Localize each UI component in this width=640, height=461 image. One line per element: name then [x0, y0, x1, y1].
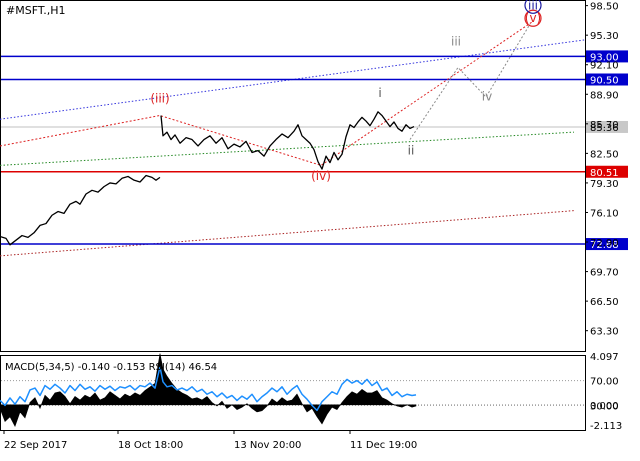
price-panel-frame	[0, 0, 586, 352]
green-channel-line	[0, 131, 575, 166]
wave-label-2: (v)	[525, 11, 541, 25]
level-tag-90-50	[586, 73, 628, 86]
y-tick-label-76-10: 76.10	[590, 208, 619, 219]
level-tag-80-51	[586, 165, 628, 178]
macd-histogram	[0, 353, 417, 428]
y-tick-label-98-50: 98.50	[590, 2, 619, 13]
indicator-right-label-3: 30.00	[590, 401, 619, 412]
level-label-72-68: 72.68	[590, 240, 619, 251]
level-label-80-51: 80.51	[590, 168, 619, 179]
indicator-right-label-2: 0.000	[590, 401, 619, 412]
price-segment-1	[0, 174, 161, 246]
wave-circle-3	[524, 0, 542, 14]
x-tick-label-118: 18 Oct 18:00	[118, 440, 183, 451]
indicator-right-label-4: -2.113	[590, 421, 622, 432]
y-tick-label-66-50: 66.50	[590, 297, 619, 308]
wave-label-3: iii	[528, 0, 538, 12]
darkred-channel-line	[0, 210, 575, 257]
y-tick-label-85-70: 85.70	[590, 120, 619, 131]
y-tick-label-82-50: 82.50	[590, 149, 619, 160]
rsi-line	[0, 366, 417, 412]
indicator-right-label-0: 4.097	[590, 352, 619, 363]
level-label-85-36: 85.36	[590, 123, 619, 134]
y-tick-label-72-90: 72.90	[590, 238, 619, 249]
symbol-label: #MSFT.,H1	[6, 4, 66, 17]
level-label-93-00: 93.00	[590, 52, 619, 63]
y-tick-label-92-10: 92.10	[590, 61, 619, 72]
level-tag-85-36	[586, 120, 628, 133]
wave-label-0: (iii)	[150, 92, 169, 106]
indicator-label: MACD(5,34,5) -0.140 -0.153 RSI(14) 46.54	[5, 362, 217, 373]
indicator-panel-frame	[0, 355, 586, 431]
wave-label-1: (iv)	[311, 169, 331, 183]
x-tick-label-234: 13 Nov 20:00	[234, 440, 301, 451]
wave-label-5: ii	[408, 143, 415, 157]
y-tick-label-63-30: 63.30	[590, 327, 619, 338]
wave-projection-path	[409, 23, 531, 140]
wave-label-4: i	[378, 86, 381, 100]
wave-label-7: iv	[482, 90, 492, 104]
wave-label-6: iii	[451, 34, 461, 48]
y-tick-label-79-30: 79.30	[590, 179, 619, 190]
wave-circle-2	[524, 9, 542, 27]
price-segment-2	[160, 111, 415, 170]
y-tick-label-69-70: 69.70	[590, 268, 619, 279]
wave-red-path	[0, 20, 534, 166]
x-tick-label-4: 22 Sep 2017	[4, 440, 67, 451]
indicator-right-label-1: 70.00	[590, 377, 619, 388]
level-tag-93-00	[586, 50, 628, 63]
y-tick-label-95-30: 95.30	[590, 31, 619, 42]
y-tick-label-88-90: 88.90	[590, 90, 619, 101]
x-tick-label-350: 11 Dec 19:00	[350, 440, 417, 451]
level-tag-72-68	[586, 238, 628, 251]
level-label-90-50: 90.50	[590, 75, 619, 86]
